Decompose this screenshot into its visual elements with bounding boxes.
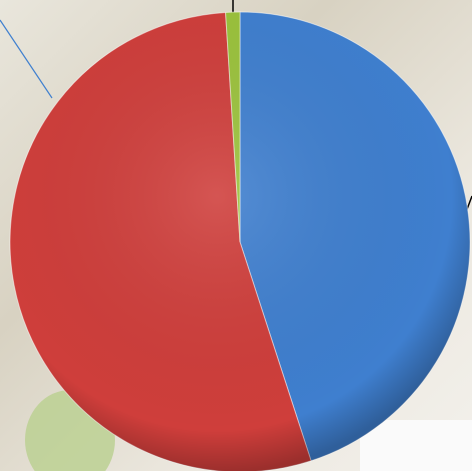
- pie: [10, 12, 470, 471]
- background-blur: [360, 420, 472, 471]
- chart: [0, 0, 472, 471]
